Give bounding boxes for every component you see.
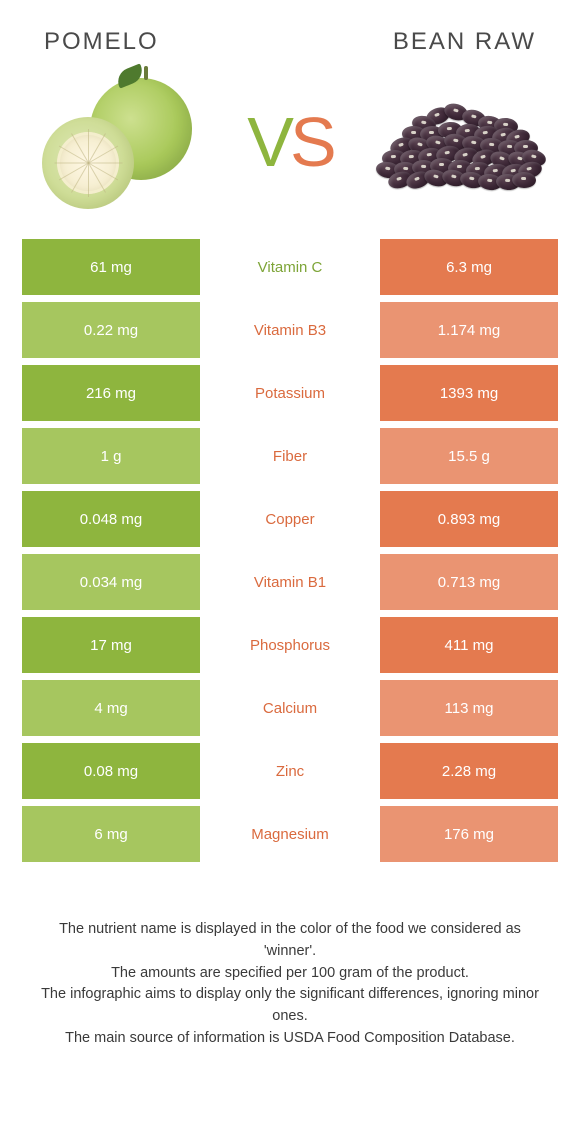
nutrient-label: Vitamin C (200, 239, 380, 295)
table-row: 0.08 mgZinc2.28 mg (22, 743, 558, 799)
nutrient-label: Phosphorus (200, 617, 380, 673)
vs-label: VS (247, 107, 332, 177)
right-food-title: Bean raw (393, 28, 536, 56)
right-value: 176 mg (380, 806, 558, 862)
table-row: 216 mgPotassium1393 mg (22, 365, 558, 421)
vs-v: V (247, 107, 290, 177)
left-value: 216 mg (22, 365, 200, 421)
right-value: 1.174 mg (380, 302, 558, 358)
footnote-line: The nutrient name is displayed in the co… (34, 919, 546, 963)
right-value: 411 mg (380, 617, 558, 673)
right-value: 0.893 mg (380, 491, 558, 547)
left-value: 0.22 mg (22, 302, 200, 358)
nutrient-label: Potassium (200, 365, 380, 421)
hero-row: VS (0, 56, 580, 239)
footnote: The nutrient name is displayed in the co… (0, 869, 580, 1050)
nutrient-label: Vitamin B3 (200, 302, 380, 358)
nutrient-label: Vitamin B1 (200, 554, 380, 610)
footnote-line: The main source of information is USDA F… (34, 1028, 546, 1050)
vs-s: S (290, 107, 333, 177)
nutrient-label: Calcium (200, 680, 380, 736)
right-value: 1393 mg (380, 365, 558, 421)
table-row: 4 mgCalcium113 mg (22, 680, 558, 736)
nutrient-label: Copper (200, 491, 380, 547)
footnote-line: The amounts are specified per 100 gram o… (34, 963, 546, 985)
left-value: 17 mg (22, 617, 200, 673)
left-value: 61 mg (22, 239, 200, 295)
right-value: 113 mg (380, 680, 558, 736)
nutrient-label: Fiber (200, 428, 380, 484)
right-value: 2.28 mg (380, 743, 558, 799)
left-value: 0.08 mg (22, 743, 200, 799)
beans-image (376, 74, 546, 209)
nutrient-label: Magnesium (200, 806, 380, 862)
footnote-line: The infographic aims to display only the… (34, 984, 546, 1028)
left-food-title: Pomelo (44, 28, 159, 56)
right-value: 6.3 mg (380, 239, 558, 295)
left-value: 6 mg (22, 806, 200, 862)
comparison-table: 61 mgVitamin C6.3 mg 0.22 mgVitamin B31.1… (0, 239, 580, 862)
table-row: 1 gFiber15.5 g (22, 428, 558, 484)
left-value: 0.048 mg (22, 491, 200, 547)
left-value: 4 mg (22, 680, 200, 736)
table-row: 0.048 mgCopper0.893 mg (22, 491, 558, 547)
left-value: 0.034 mg (22, 554, 200, 610)
left-value: 1 g (22, 428, 200, 484)
table-row: 61 mgVitamin C6.3 mg (22, 239, 558, 295)
pomelo-image (34, 74, 204, 209)
table-row: 0.22 mgVitamin B31.174 mg (22, 302, 558, 358)
header: Pomelo Bean raw (0, 0, 580, 56)
nutrient-label: Zinc (200, 743, 380, 799)
table-row: 6 mgMagnesium176 mg (22, 806, 558, 862)
table-row: 0.034 mgVitamin B10.713 mg (22, 554, 558, 610)
right-value: 15.5 g (380, 428, 558, 484)
right-value: 0.713 mg (380, 554, 558, 610)
table-row: 17 mgPhosphorus411 mg (22, 617, 558, 673)
